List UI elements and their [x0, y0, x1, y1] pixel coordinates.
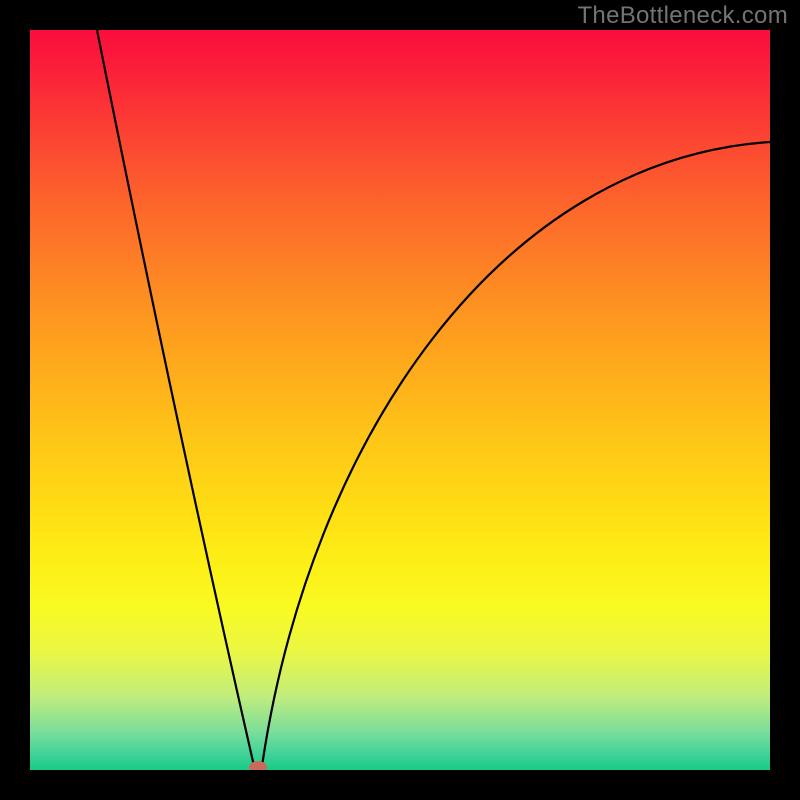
watermark-text: TheBottleneck.com — [577, 2, 788, 30]
bottleneck-chart: TheBottleneck.com — [0, 0, 800, 800]
chart-svg — [0, 0, 800, 800]
gradient-background — [30, 30, 770, 770]
